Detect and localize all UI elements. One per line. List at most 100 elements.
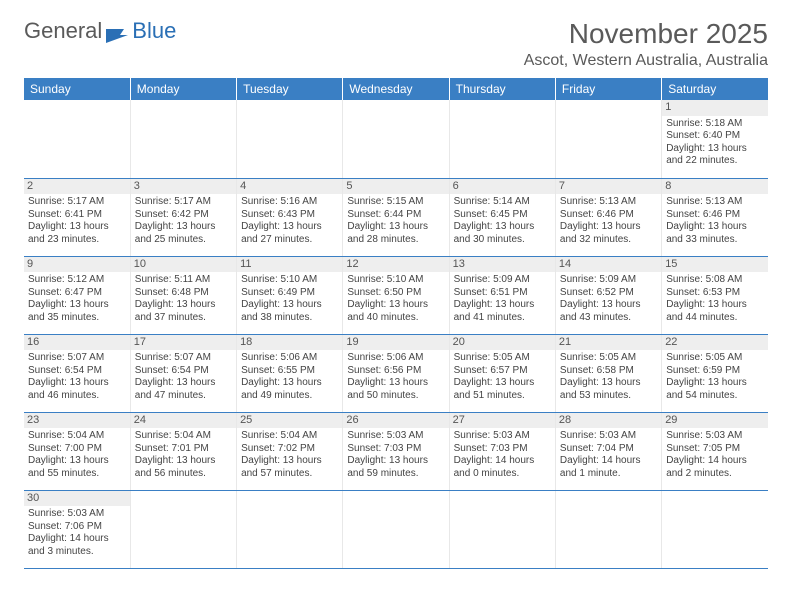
- calendar-cell: 3Sunrise: 5:17 AMSunset: 6:42 PMDaylight…: [130, 178, 236, 256]
- calendar-cell: 19Sunrise: 5:06 AMSunset: 6:56 PMDayligh…: [343, 334, 449, 412]
- day-number: 30: [24, 491, 130, 507]
- sunset-line: Sunset: 6:55 PM: [241, 365, 338, 378]
- sunrise-line: Sunrise: 5:15 AM: [347, 196, 444, 209]
- calendar-cell: 8Sunrise: 5:13 AMSunset: 6:46 PMDaylight…: [662, 178, 768, 256]
- sunrise-line: Sunrise: 5:03 AM: [560, 430, 657, 443]
- sunrise-line: Sunrise: 5:05 AM: [560, 352, 657, 365]
- calendar-row: 9Sunrise: 5:12 AMSunset: 6:47 PMDaylight…: [24, 256, 768, 334]
- sunrise-line: Sunrise: 5:06 AM: [347, 352, 444, 365]
- sunrise-line: Sunrise: 5:10 AM: [241, 274, 338, 287]
- daylight-line: Daylight: 13 hours and 32 minutes.: [560, 221, 657, 246]
- daylight-line: Daylight: 13 hours and 46 minutes.: [28, 377, 126, 402]
- day-number: 24: [131, 413, 236, 429]
- calendar-cell: 11Sunrise: 5:10 AMSunset: 6:49 PMDayligh…: [237, 256, 343, 334]
- calendar-row: 30Sunrise: 5:03 AMSunset: 7:06 PMDayligh…: [24, 490, 768, 568]
- sunset-line: Sunset: 6:56 PM: [347, 365, 444, 378]
- sunrise-line: Sunrise: 5:18 AM: [666, 118, 764, 131]
- daylight-line: Daylight: 13 hours and 56 minutes.: [135, 455, 232, 480]
- day-number: 19: [343, 335, 448, 351]
- calendar-cell: 18Sunrise: 5:06 AMSunset: 6:55 PMDayligh…: [237, 334, 343, 412]
- calendar-cell: 12Sunrise: 5:10 AMSunset: 6:50 PMDayligh…: [343, 256, 449, 334]
- sunrise-line: Sunrise: 5:05 AM: [454, 352, 551, 365]
- calendar-cell: 10Sunrise: 5:11 AMSunset: 6:48 PMDayligh…: [130, 256, 236, 334]
- day-number: 21: [556, 335, 661, 351]
- day-number: 22: [662, 335, 768, 351]
- month-title: November 2025: [524, 18, 768, 50]
- sunset-line: Sunset: 6:59 PM: [666, 365, 764, 378]
- sunset-line: Sunset: 6:44 PM: [347, 209, 444, 222]
- day-number: 15: [662, 257, 768, 273]
- sunset-line: Sunset: 7:03 PM: [347, 443, 444, 456]
- daylight-line: Daylight: 13 hours and 53 minutes.: [560, 377, 657, 402]
- sunrise-line: Sunrise: 5:03 AM: [666, 430, 764, 443]
- daylight-line: Daylight: 13 hours and 25 minutes.: [135, 221, 232, 246]
- daylight-line: Daylight: 13 hours and 41 minutes.: [454, 299, 551, 324]
- day-number: 29: [662, 413, 768, 429]
- weekday-header: Sunday: [24, 78, 130, 100]
- day-number: 20: [450, 335, 555, 351]
- calendar-cell: 23Sunrise: 5:04 AMSunset: 7:00 PMDayligh…: [24, 412, 130, 490]
- daylight-line: Daylight: 13 hours and 43 minutes.: [560, 299, 657, 324]
- sunset-line: Sunset: 6:49 PM: [241, 287, 338, 300]
- calendar-cell: 24Sunrise: 5:04 AMSunset: 7:01 PMDayligh…: [130, 412, 236, 490]
- sunrise-line: Sunrise: 5:17 AM: [28, 196, 126, 209]
- sunrise-line: Sunrise: 5:09 AM: [560, 274, 657, 287]
- calendar-row: 2Sunrise: 5:17 AMSunset: 6:41 PMDaylight…: [24, 178, 768, 256]
- calendar-cell: [555, 100, 661, 178]
- sunset-line: Sunset: 6:51 PM: [454, 287, 551, 300]
- sunrise-line: Sunrise: 5:04 AM: [241, 430, 338, 443]
- day-number: 8: [662, 179, 768, 195]
- daylight-line: Daylight: 13 hours and 22 minutes.: [666, 143, 764, 168]
- sunrise-line: Sunrise: 5:13 AM: [560, 196, 657, 209]
- daylight-line: Daylight: 13 hours and 27 minutes.: [241, 221, 338, 246]
- day-number: 18: [237, 335, 342, 351]
- calendar-cell: [237, 490, 343, 568]
- calendar-cell: [24, 100, 130, 178]
- calendar-cell: 28Sunrise: 5:03 AMSunset: 7:04 PMDayligh…: [555, 412, 661, 490]
- calendar-cell: 20Sunrise: 5:05 AMSunset: 6:57 PMDayligh…: [449, 334, 555, 412]
- sunset-line: Sunset: 6:46 PM: [560, 209, 657, 222]
- sunset-line: Sunset: 6:58 PM: [560, 365, 657, 378]
- sunrise-line: Sunrise: 5:03 AM: [28, 508, 126, 521]
- daylight-line: Daylight: 14 hours and 0 minutes.: [454, 455, 551, 480]
- day-number: 1: [662, 100, 768, 116]
- sunset-line: Sunset: 7:00 PM: [28, 443, 126, 456]
- day-number: 28: [556, 413, 661, 429]
- daylight-line: Daylight: 13 hours and 33 minutes.: [666, 221, 764, 246]
- daylight-line: Daylight: 13 hours and 49 minutes.: [241, 377, 338, 402]
- logo-text-blue: Blue: [132, 18, 176, 44]
- calendar-cell: 15Sunrise: 5:08 AMSunset: 6:53 PMDayligh…: [662, 256, 768, 334]
- calendar-cell: 1Sunrise: 5:18 AMSunset: 6:40 PMDaylight…: [662, 100, 768, 178]
- weekday-header: Thursday: [449, 78, 555, 100]
- sunset-line: Sunset: 6:45 PM: [454, 209, 551, 222]
- sunset-line: Sunset: 7:04 PM: [560, 443, 657, 456]
- calendar-cell: 21Sunrise: 5:05 AMSunset: 6:58 PMDayligh…: [555, 334, 661, 412]
- weekday-header: Saturday: [662, 78, 768, 100]
- day-number: 17: [131, 335, 236, 351]
- sunrise-line: Sunrise: 5:04 AM: [28, 430, 126, 443]
- sunset-line: Sunset: 6:43 PM: [241, 209, 338, 222]
- daylight-line: Daylight: 14 hours and 2 minutes.: [666, 455, 764, 480]
- calendar-cell: 13Sunrise: 5:09 AMSunset: 6:51 PMDayligh…: [449, 256, 555, 334]
- calendar-row: 1Sunrise: 5:18 AMSunset: 6:40 PMDaylight…: [24, 100, 768, 178]
- daylight-line: Daylight: 13 hours and 37 minutes.: [135, 299, 232, 324]
- sunset-line: Sunset: 6:48 PM: [135, 287, 232, 300]
- calendar-cell: [662, 490, 768, 568]
- sunset-line: Sunset: 6:53 PM: [666, 287, 764, 300]
- flag-icon: [106, 23, 128, 39]
- calendar-cell: 16Sunrise: 5:07 AMSunset: 6:54 PMDayligh…: [24, 334, 130, 412]
- sunrise-line: Sunrise: 5:05 AM: [666, 352, 764, 365]
- weekday-header: Wednesday: [343, 78, 449, 100]
- daylight-line: Daylight: 13 hours and 50 minutes.: [347, 377, 444, 402]
- calendar-cell: [343, 490, 449, 568]
- daylight-line: Daylight: 13 hours and 55 minutes.: [28, 455, 126, 480]
- sunset-line: Sunset: 7:05 PM: [666, 443, 764, 456]
- weekday-header: Tuesday: [237, 78, 343, 100]
- sunset-line: Sunset: 7:02 PM: [241, 443, 338, 456]
- header: General Blue November 2025 Ascot, Wester…: [24, 18, 768, 70]
- calendar-cell: 27Sunrise: 5:03 AMSunset: 7:03 PMDayligh…: [449, 412, 555, 490]
- calendar-table: SundayMondayTuesdayWednesdayThursdayFrid…: [24, 78, 768, 569]
- calendar-cell: [130, 490, 236, 568]
- sunset-line: Sunset: 6:54 PM: [28, 365, 126, 378]
- daylight-line: Daylight: 13 hours and 30 minutes.: [454, 221, 551, 246]
